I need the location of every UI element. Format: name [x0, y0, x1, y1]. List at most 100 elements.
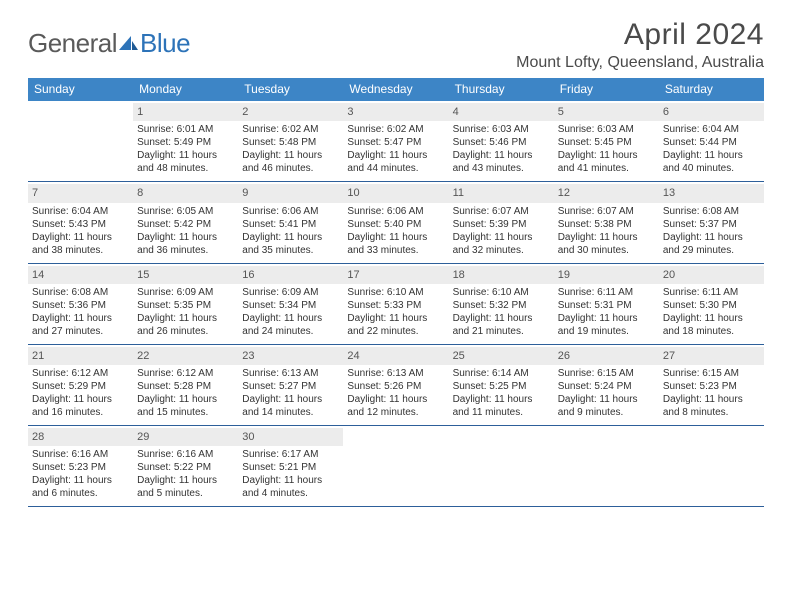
- daylight-text: Daylight: 11 hours and 22 minutes.: [347, 312, 444, 338]
- day-number: 16: [238, 266, 343, 284]
- day-number: 25: [449, 347, 554, 365]
- daylight-text: Daylight: 11 hours and 18 minutes.: [663, 312, 760, 338]
- sunrise-text: Sunrise: 6:09 AM: [242, 286, 339, 299]
- sunrise-text: Sunrise: 6:10 AM: [347, 286, 444, 299]
- logo-text-blue: Blue: [140, 28, 190, 59]
- daylight-text: Daylight: 11 hours and 40 minutes.: [663, 149, 760, 175]
- sunset-text: Sunset: 5:30 PM: [663, 299, 760, 312]
- week-row: 7Sunrise: 6:04 AMSunset: 5:43 PMDaylight…: [28, 182, 764, 263]
- day-cell: 21Sunrise: 6:12 AMSunset: 5:29 PMDayligh…: [28, 344, 133, 425]
- daylight-text: Daylight: 11 hours and 41 minutes.: [558, 149, 655, 175]
- sunrise-text: Sunrise: 6:12 AM: [137, 367, 234, 380]
- week-row: 21Sunrise: 6:12 AMSunset: 5:29 PMDayligh…: [28, 344, 764, 425]
- sunset-text: Sunset: 5:34 PM: [242, 299, 339, 312]
- day-of-week-row: Sunday Monday Tuesday Wednesday Thursday…: [28, 78, 764, 101]
- day-cell: [449, 426, 554, 507]
- day-number: 22: [133, 347, 238, 365]
- day-number: 28: [28, 428, 133, 446]
- day-number: 18: [449, 266, 554, 284]
- sunset-text: Sunset: 5:38 PM: [558, 218, 655, 231]
- sunset-text: Sunset: 5:23 PM: [663, 380, 760, 393]
- day-number: 30: [238, 428, 343, 446]
- day-cell: 12Sunrise: 6:07 AMSunset: 5:38 PMDayligh…: [554, 182, 659, 263]
- daylight-text: Daylight: 11 hours and 46 minutes.: [242, 149, 339, 175]
- sunset-text: Sunset: 5:47 PM: [347, 136, 444, 149]
- sunset-text: Sunset: 5:23 PM: [32, 461, 129, 474]
- day-cell: 10Sunrise: 6:06 AMSunset: 5:40 PMDayligh…: [343, 182, 448, 263]
- day-cell: 24Sunrise: 6:13 AMSunset: 5:26 PMDayligh…: [343, 344, 448, 425]
- day-number: 12: [554, 184, 659, 202]
- sunrise-text: Sunrise: 6:08 AM: [663, 205, 760, 218]
- day-cell: 3Sunrise: 6:02 AMSunset: 5:47 PMDaylight…: [343, 101, 448, 182]
- sunset-text: Sunset: 5:28 PM: [137, 380, 234, 393]
- calendar-body: 1Sunrise: 6:01 AMSunset: 5:49 PMDaylight…: [28, 101, 764, 507]
- month-title: April 2024: [516, 18, 764, 52]
- day-cell: 19Sunrise: 6:11 AMSunset: 5:31 PMDayligh…: [554, 263, 659, 344]
- day-cell: 27Sunrise: 6:15 AMSunset: 5:23 PMDayligh…: [659, 344, 764, 425]
- sunrise-text: Sunrise: 6:03 AM: [453, 123, 550, 136]
- day-number: 27: [659, 347, 764, 365]
- sunrise-text: Sunrise: 6:04 AM: [32, 205, 129, 218]
- sunset-text: Sunset: 5:22 PM: [137, 461, 234, 474]
- sunset-text: Sunset: 5:31 PM: [558, 299, 655, 312]
- daylight-text: Daylight: 11 hours and 15 minutes.: [137, 393, 234, 419]
- day-number: 8: [133, 184, 238, 202]
- daylight-text: Daylight: 11 hours and 14 minutes.: [242, 393, 339, 419]
- sunrise-text: Sunrise: 6:07 AM: [558, 205, 655, 218]
- page-header: General Blue April 2024 Mount Lofty, Que…: [28, 18, 764, 72]
- day-cell: 15Sunrise: 6:09 AMSunset: 5:35 PMDayligh…: [133, 263, 238, 344]
- day-number: 2: [238, 103, 343, 121]
- week-row: 1Sunrise: 6:01 AMSunset: 5:49 PMDaylight…: [28, 101, 764, 182]
- day-number: 14: [28, 266, 133, 284]
- day-number: 5: [554, 103, 659, 121]
- daylight-text: Daylight: 11 hours and 44 minutes.: [347, 149, 444, 175]
- week-row: 28 Sunrise: 6:16 AMSunset: 5:23 PM Dayligh…: [28, 426, 764, 507]
- day-number: 24: [343, 347, 448, 365]
- day-cell: 13Sunrise: 6:08 AMSunset: 5:37 PMDayligh…: [659, 182, 764, 263]
- daylight-text: Daylight: 11 hours and 12 minutes.: [347, 393, 444, 419]
- day-cell: 7Sunrise: 6:04 AMSunset: 5:43 PMDaylight…: [28, 182, 133, 263]
- day-cell: 18Sunrise: 6:10 AMSunset: 5:32 PMDayligh…: [449, 263, 554, 344]
- day-number: 10: [343, 184, 448, 202]
- sunrise-text: Sunrise: 6:17 AM: [242, 448, 339, 461]
- day-number: 7: [28, 184, 133, 202]
- dow-header: Monday: [133, 78, 238, 101]
- daylight-text: Daylight: 11 hours and 29 minutes.: [663, 231, 760, 257]
- dow-header: Tuesday: [238, 78, 343, 101]
- day-cell: 28Sunrise: 6:16 AMSunset: 5:23 PMDayligh…: [28, 426, 133, 507]
- day-cell: 22 Sunrise: 6:12 AMSunset: 5:28 PMDayligh…: [133, 344, 238, 425]
- day-number: 13: [659, 184, 764, 202]
- sunrise-text: Sunrise: 6:15 AM: [663, 367, 760, 380]
- sunrise-text: Sunrise: 6:16 AM: [32, 448, 129, 461]
- sunrise-text: Sunrise: 6:07 AM: [453, 205, 550, 218]
- sunrise-text: Sunrise: 6:15 AM: [558, 367, 655, 380]
- sunset-text: Sunset: 5:36 PM: [32, 299, 129, 312]
- logo: General Blue: [28, 18, 190, 59]
- day-number: 4: [449, 103, 554, 121]
- day-cell: [659, 426, 764, 507]
- daylight-text: Daylight: 11 hours and 4 minutes.: [242, 474, 339, 500]
- dow-header: Friday: [554, 78, 659, 101]
- sunrise-text: Sunrise: 6:11 AM: [663, 286, 760, 299]
- daylight-text: Daylight: 11 hours and 38 minutes.: [32, 231, 129, 257]
- sunset-text: Sunset: 5:46 PM: [453, 136, 550, 149]
- title-block: April 2024 Mount Lofty, Queensland, Aust…: [516, 18, 764, 72]
- day-cell: 25Sunrise: 6:14 AMSunset: 5:25 PMDayligh…: [449, 344, 554, 425]
- sunrise-text: Sunrise: 6:09 AM: [137, 286, 234, 299]
- sunset-text: Sunset: 5:49 PM: [137, 136, 234, 149]
- daylight-text: Daylight: 11 hours and 36 minutes.: [137, 231, 234, 257]
- day-cell: 14Sunrise: 6:08 AMSunset: 5:36 PMDayligh…: [28, 263, 133, 344]
- week-row: 14Sunrise: 6:08 AMSunset: 5:36 PMDayligh…: [28, 263, 764, 344]
- daylight-text: Daylight: 11 hours and 43 minutes.: [453, 149, 550, 175]
- day-number: 29: [133, 428, 238, 446]
- day-number: 23: [238, 347, 343, 365]
- sunrise-text: Sunrise: 6:12 AM: [32, 367, 129, 380]
- sunset-text: Sunset: 5:44 PM: [663, 136, 760, 149]
- dow-header: Thursday: [449, 78, 554, 101]
- daylight-text: Daylight: 11 hours and 48 minutes.: [137, 149, 234, 175]
- day-number: 3: [343, 103, 448, 121]
- sunset-text: Sunset: 5:21 PM: [242, 461, 339, 474]
- day-number: 21: [28, 347, 133, 365]
- sunrise-text: Sunrise: 6:10 AM: [453, 286, 550, 299]
- logo-text-general: General: [28, 28, 117, 59]
